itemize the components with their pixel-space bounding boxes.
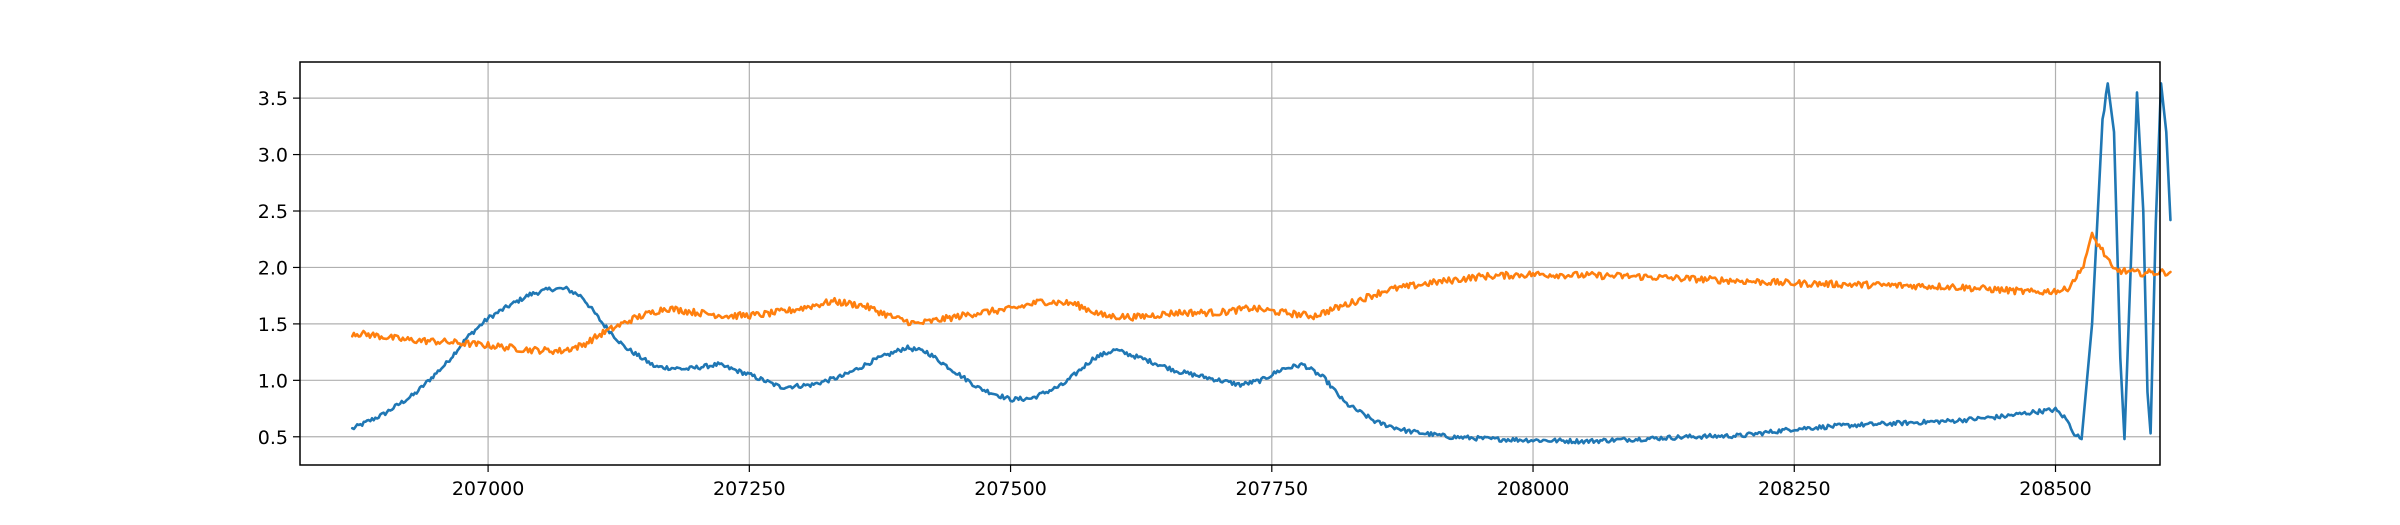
x-tick-label: 208500 [2019, 478, 2092, 500]
x-tick-label: 207750 [1236, 478, 1309, 500]
axes-frame [299, 61, 2161, 466]
x-tick-label: 208000 [1497, 478, 1570, 500]
x-tick-label: 207250 [713, 478, 786, 500]
x-tick-label: 207500 [974, 478, 1047, 500]
plot-area [350, 82, 2172, 445]
axis-ticks: 207000 207250 207500 207750 208000 208250 2085… [258, 88, 2092, 500]
y-tick-label: 1.0 [258, 370, 288, 392]
y-tick-label: 0.5 [258, 427, 288, 449]
x-tick-label: 208250 [1758, 478, 1831, 500]
y-tick-label: 2.5 [258, 201, 288, 223]
y-tick-label: 2.0 [258, 257, 288, 279]
y-tick-label: 3.0 [258, 145, 288, 167]
series-line-2 [350, 231, 2172, 356]
series-line-1 [350, 82, 2172, 445]
y-tick-label: 1.5 [258, 314, 288, 336]
x-tick-label: 207000 [452, 478, 525, 500]
y-tick-label: 3.5 [258, 88, 288, 110]
grid-lines [300, 62, 2160, 465]
